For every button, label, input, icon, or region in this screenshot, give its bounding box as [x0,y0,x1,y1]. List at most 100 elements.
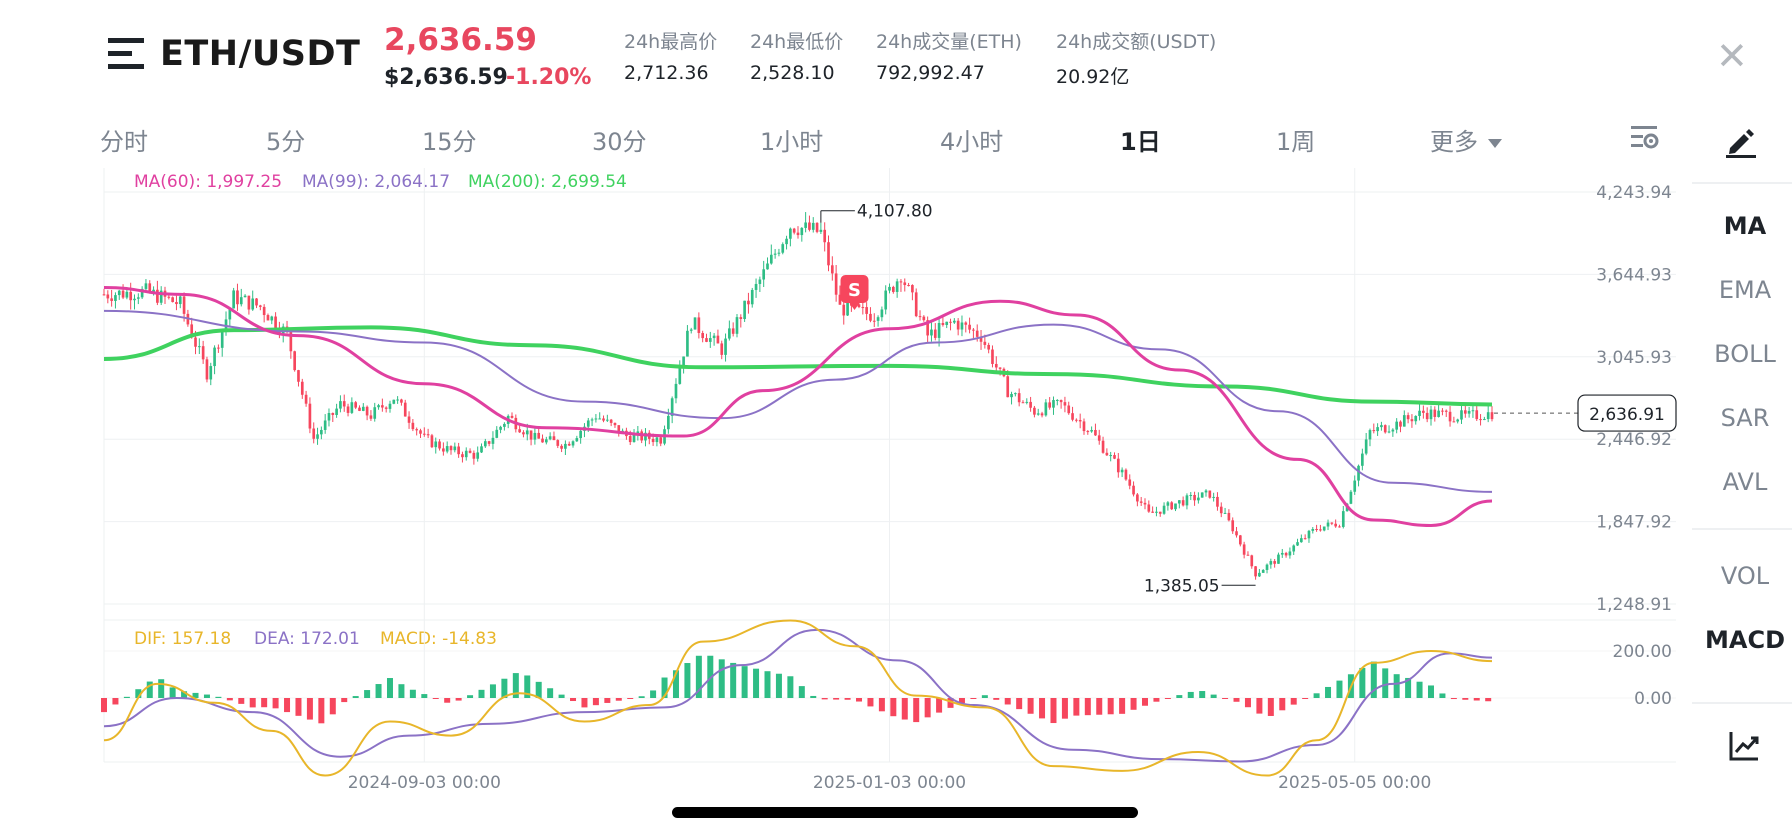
indicator-vol[interactable]: VOL [1720,562,1770,590]
candle-body [1014,393,1017,395]
legend-ma99: MA(99): 2,064.17 [302,172,451,192]
trading-pair[interactable]: ETH/USDT [160,34,361,74]
close-icon[interactable]: ✕ [1716,34,1748,78]
candle-body [239,297,243,305]
candle-body [1052,400,1055,408]
macd-histogram-bar [1473,698,1480,701]
candle-body [316,434,319,439]
tab-4h[interactable]: 4小时 [940,128,1004,156]
macd-histogram-bar [856,698,863,702]
macd-histogram-bar [1050,698,1057,724]
candle-body [693,317,697,330]
macd-histogram-bar [958,698,965,704]
candle-body [964,322,968,325]
candle-body [1387,431,1391,433]
candle-body [857,304,861,308]
candle-body [259,305,262,307]
indicator-avl[interactable]: AVL [1722,468,1768,496]
candle-body [1483,419,1486,421]
tab-30m[interactable]: 30分 [592,128,647,156]
candle-body [434,441,438,448]
menu-icon[interactable] [108,36,144,72]
draw-icon[interactable] [1724,124,1758,162]
stat-value-turnover: 20.92亿 [1056,66,1130,88]
candle-body [457,446,460,455]
macd-histogram-bar [215,696,222,698]
candle-body [1128,479,1132,486]
candle-body [823,229,827,243]
candle-body [403,402,407,417]
candle-body [422,433,426,435]
candle-body [407,416,411,423]
indicator-ma[interactable]: MA [1723,212,1767,240]
tab-fenshi[interactable]: 分时 [100,128,148,156]
macd-histogram-bar [1256,698,1263,714]
candle-body [1101,440,1105,453]
macd-histogram-bar [146,681,153,698]
sidebar-divider [1692,182,1792,184]
macd-histogram-bar [730,662,737,698]
high-marker-label: 4,107.80 [857,202,933,222]
candle-body [1097,435,1101,441]
candle-body [842,304,846,316]
candle-body [1216,496,1219,507]
candle-body [1402,415,1406,427]
candle-body [1406,415,1410,420]
candle-body [701,333,705,339]
macd-histogram-bar [1142,698,1148,706]
candle-body [575,438,579,442]
candle-body [1349,491,1353,504]
dea-line [103,628,1493,763]
macd-histogram-bar [1164,698,1171,699]
candle-body [1025,401,1029,403]
candle-body [430,435,434,448]
candle-body [918,316,922,318]
indicator-ema[interactable]: EMA [1718,276,1772,304]
macd-histogram-bar [764,671,771,698]
chart-trend-icon[interactable] [1728,730,1760,766]
macd-histogram-bar [615,698,622,701]
candle-body [270,316,274,321]
macd-histogram-bar [867,698,874,707]
candle-body [1010,393,1013,398]
candle-body [300,381,304,395]
candle-body [651,438,655,443]
macd-histogram-bar [1416,681,1423,698]
settings-icon[interactable] [1630,124,1660,150]
candle-body [220,330,224,348]
candle-body [217,347,220,349]
candle-body [792,228,796,233]
tab-1w[interactable]: 1周 [1276,128,1316,156]
candle-body [289,330,293,352]
candle-body [956,320,960,330]
tab-1h[interactable]: 1小时 [760,128,824,156]
macd-histogram-bar [1325,686,1332,698]
macd-histogram-bar [432,698,439,699]
candle-body [613,422,617,426]
candle-body [308,403,312,429]
candle-body [762,269,766,280]
candle-body [1105,452,1109,456]
candle-body [644,432,647,441]
macd-histogram-bar [1119,698,1126,714]
candle-body [884,290,888,310]
tab-15m[interactable]: 15分 [422,128,477,156]
tab-1d[interactable]: 1日 [1120,128,1161,156]
indicator-macd[interactable]: MACD [1705,626,1785,654]
candle-body [354,402,358,408]
tab-5m[interactable]: 5分 [266,128,306,156]
candle-body [468,450,472,453]
candle-body [1055,399,1059,401]
macd-histogram-bar [101,698,107,713]
macd-histogram-bar [1061,698,1068,719]
candle-body [1193,495,1196,501]
candle-body [895,281,899,292]
candle-body [1109,455,1113,457]
candle-body [937,322,941,338]
tab-more[interactable]: 更多 [1430,122,1502,157]
candle-body [1136,494,1139,502]
candle-body [945,321,949,325]
indicator-boll[interactable]: BOLL [1714,340,1776,368]
indicator-sar[interactable]: SAR [1720,404,1770,432]
